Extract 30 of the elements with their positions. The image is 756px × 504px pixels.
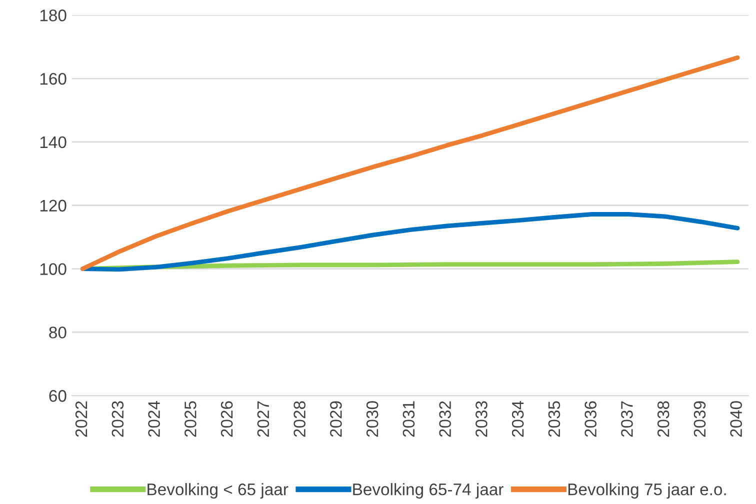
x-tick-label: 2040 (730, 401, 742, 437)
y-tick-label: 60 (49, 390, 66, 402)
x-tick-label: 2037 (621, 401, 633, 437)
x-tick-label: 2033 (476, 401, 488, 437)
x-tick-label: 2029 (330, 401, 342, 437)
legend-label: Bevolking 65-74 jaar (353, 483, 504, 499)
x-tick-label: 2038 (657, 401, 670, 437)
y-tick-label: 100 (40, 263, 66, 276)
x-tick-label: 2031 (402, 401, 415, 437)
legend-label: Bevolking < 65 jaar (148, 483, 288, 499)
x-tick-label: 2026 (220, 401, 233, 437)
x-tick-label: 2035 (548, 401, 560, 437)
x-tick-label: 2028 (294, 401, 306, 437)
legend-label: Bevolking 75 jaar e.o. (568, 483, 726, 499)
x-tick-label: 2025 (184, 401, 196, 437)
y-tick-label: 120 (40, 200, 66, 212)
x-tick-label: 2034 (512, 400, 524, 437)
x-tick-label: 2023 (112, 401, 124, 437)
x-tick-label: 2022 (75, 401, 88, 437)
y-tick-label: 160 (40, 72, 66, 85)
line-series (80, 55, 740, 272)
x-tick-label: 2030 (366, 401, 378, 437)
y-tick-label: 140 (40, 136, 66, 148)
x-tick-label: 2039 (694, 401, 706, 437)
y-tick-label: 80 (49, 326, 66, 338)
x-tick-label: 2032 (439, 401, 451, 437)
x-tick-label: 2036 (584, 401, 596, 437)
x-tick-label: 2027 (257, 401, 270, 437)
y-tick-label: 180 (40, 10, 66, 22)
x-tick-label: 2024 (148, 400, 160, 437)
